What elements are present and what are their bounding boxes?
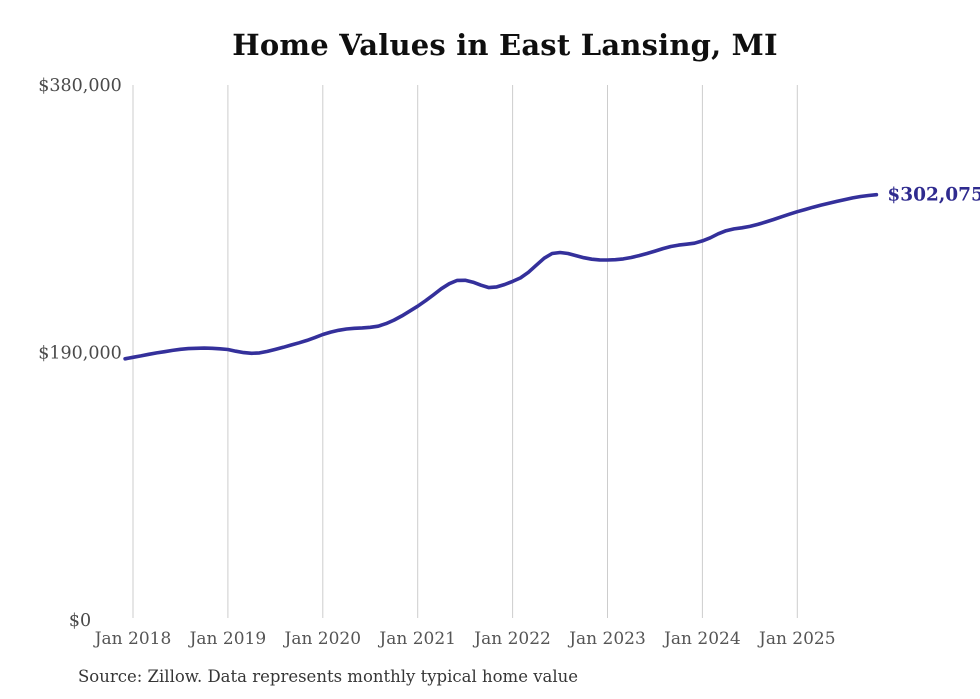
x-tick-label: Jan 2024 xyxy=(662,629,741,649)
y-tick-label: $0 xyxy=(69,611,91,631)
x-tick-label: Jan 2020 xyxy=(283,629,362,649)
x-tick-label: Jan 2025 xyxy=(757,629,836,649)
x-tick-label: Jan 2022 xyxy=(472,629,551,649)
source-note: Source: Zillow. Data represents monthly … xyxy=(78,667,579,686)
end-value-label: $302,075 xyxy=(887,185,980,206)
chart-title: Home Values in East Lansing, MI xyxy=(232,28,778,62)
home-value-line xyxy=(123,192,879,361)
y-tick-label: $380,000 xyxy=(38,76,122,96)
x-tick-label: Jan 2023 xyxy=(567,629,646,649)
x-tick-label: Jan 2019 xyxy=(188,629,267,649)
x-tick-label: Jan 2021 xyxy=(377,629,456,649)
y-tick-label: $190,000 xyxy=(38,344,122,364)
x-tick-label: Jan 2018 xyxy=(93,629,172,649)
